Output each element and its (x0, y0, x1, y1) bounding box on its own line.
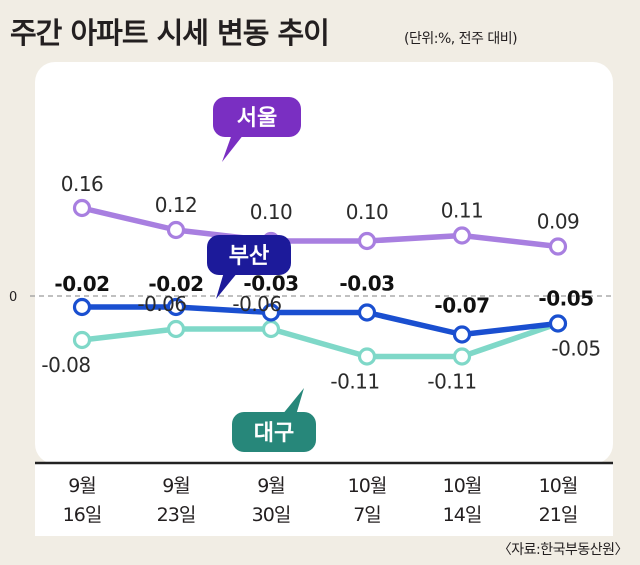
busan-point (166, 297, 186, 317)
axis-panel (35, 462, 613, 536)
daegu-value-label: -0.11 (330, 370, 379, 394)
daegu-point (357, 347, 377, 366)
daegu-value-label: -0.05 (551, 337, 600, 361)
daegu-series-tag: 대구 (232, 388, 316, 452)
seoul-value-label: 0.10 (250, 200, 293, 224)
seoul-point (166, 220, 186, 240)
x-tick-label: 10월 21일 (539, 475, 578, 526)
seoul-point (72, 198, 92, 218)
seoul-series-tag: 서울 (213, 97, 301, 162)
x-tick-label: 10월 14일 (443, 475, 482, 526)
seoul-point (548, 237, 568, 256)
busan-series-tag: 부산 (207, 235, 291, 299)
seoul-value-label: 0.09 (537, 210, 580, 234)
daegu-point (261, 319, 281, 339)
busan-tag-label: 부산 (229, 244, 269, 269)
daegu-value-label: -0.06 (137, 292, 186, 316)
plot-panel (35, 62, 613, 464)
busan-point (261, 303, 281, 322)
source-note: 〈자료:한국부동산원〉 (497, 542, 629, 558)
zero-tick-label: 0 (9, 290, 17, 305)
seoul-value-label: 0.10 (346, 200, 389, 224)
seoul-value-label: 0.11 (441, 199, 484, 223)
daegu-tag-label: 대구 (254, 421, 294, 446)
seoul-tag-label: 서울 (237, 106, 277, 131)
seoul-point (357, 231, 377, 251)
x-tick-label: 9월 30일 (252, 475, 291, 526)
seoul-line (81, 205, 559, 250)
daegu-line (81, 320, 559, 360)
daegu-value-label: -0.11 (427, 370, 476, 394)
unit-note: (단위:%, 전주 대비) (404, 31, 518, 47)
busan-point (357, 303, 377, 322)
seoul-value-label: 0.16 (61, 172, 104, 196)
daegu-value-label: -0.08 (41, 353, 90, 377)
x-tick-label: 9월 16일 (63, 475, 102, 526)
busan-point (548, 314, 568, 333)
busan-point (452, 325, 472, 344)
x-tick-label: 9월 23일 (157, 475, 196, 526)
seoul-point (452, 226, 472, 245)
seoul-value-label: 0.12 (155, 193, 198, 217)
busan-value-label: -0.02 (148, 272, 203, 296)
daegu-point (166, 319, 186, 339)
daegu-value-label: -0.06 (232, 292, 281, 316)
busan-line (82, 304, 559, 338)
daegu-point (452, 347, 472, 366)
busan-value-label: -0.07 (434, 294, 489, 318)
x-tick-label: 10월 7일 (348, 475, 387, 526)
busan-value-label: -0.05 (538, 287, 593, 311)
busan-value-label: -0.02 (54, 272, 109, 296)
daegu-point (72, 330, 92, 350)
busan-value-label: -0.03 (243, 272, 298, 296)
busan-point (72, 297, 92, 317)
chart-title: 주간 아파트 시세 변동 추이 (10, 16, 330, 50)
busan-value-label: -0.03 (339, 272, 394, 296)
